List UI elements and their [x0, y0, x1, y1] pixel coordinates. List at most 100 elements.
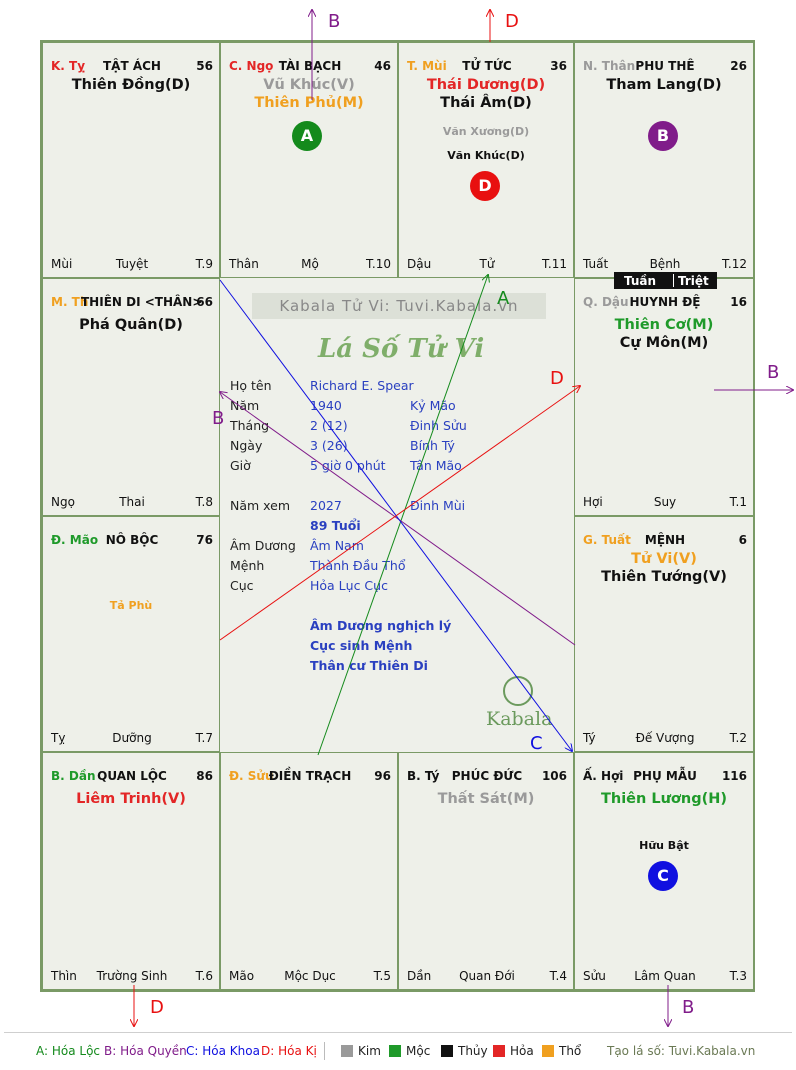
- palace-stage: Thai: [119, 495, 145, 509]
- label-am-duong: Âm Dương: [230, 538, 296, 553]
- palace-branch: Hợi: [583, 495, 603, 509]
- palace-month: T.5: [373, 969, 391, 983]
- palace-footer: Mão Mộc Dục T.5: [229, 969, 391, 983]
- legend-hoa: Hỏa: [510, 1044, 534, 1058]
- palace-branch: Mùi: [51, 257, 73, 271]
- legend-divider: [4, 1032, 792, 1033]
- palace-code: M. Th: [51, 295, 89, 309]
- palace-cell: N. Thân PHU THÊ 26 Tuất Bệnh T.12 Tham Lang(D): [574, 42, 754, 278]
- star-name: Thái Dương(D): [426, 77, 546, 93]
- palace-header: B. Dần QUAN LỘC 86: [51, 769, 213, 783]
- star-name: Văn Khúc(D): [447, 149, 525, 162]
- marker-c-label: C: [657, 866, 669, 885]
- star-name: Phá Quân(D): [79, 317, 183, 333]
- label-cuc: Cục: [230, 578, 254, 593]
- palace-age: 96: [374, 769, 391, 783]
- star-name: Thiên Đồng(D): [71, 77, 191, 93]
- palace-cell: Đ. Mão NÔ BỘC 76 Tỵ Dưỡng T.7 Tả Phù: [42, 516, 220, 752]
- palace-header: C. Ngọ TÀI BẠCH 46: [229, 59, 391, 73]
- star-name: Văn Xương(D): [442, 125, 530, 138]
- palace-age: 36: [550, 59, 567, 73]
- palace-footer: Thìn Trường Sinh T.6: [51, 969, 213, 983]
- palace-footer: Tý Đế Vượng T.2: [583, 731, 747, 745]
- label-nam-xem: Năm xem: [230, 498, 291, 513]
- palace-month: T.7: [195, 731, 213, 745]
- palace-age: 116: [721, 769, 747, 783]
- label-menh: Mệnh: [230, 558, 265, 573]
- star-name: Thiên Tướng(V): [601, 569, 727, 585]
- value-am-duong: Âm Nam: [310, 538, 364, 553]
- palace-name: PHU THÊ: [635, 59, 695, 73]
- palace-age: 46: [374, 59, 391, 73]
- palace-cell: Q. Dậu HUYNH ĐỆ 16 Hợi Suy T.1 Thiên Cơ(M) Cự M…: [574, 278, 754, 516]
- palace-footer: Tỵ Dưỡng T.7: [51, 731, 213, 745]
- palace-cell: K. Tỵ TẬT ÁCH 56 Mùi Tuyệt T.9 Thiên Đồng(D): [42, 42, 220, 278]
- value-ho-ten: Richard E. Spear: [310, 378, 414, 393]
- star-name: Tham Lang(D): [606, 77, 722, 93]
- palace-branch: Tuất: [583, 257, 609, 271]
- legend-moc: Mộc: [406, 1044, 431, 1058]
- legend-thuy: Thủy: [458, 1044, 488, 1058]
- legend-hoa-loc: A: Hóa Lộc: [36, 1044, 101, 1058]
- label-thang: Tháng: [230, 418, 270, 433]
- palace-code: K. Tỵ: [51, 59, 86, 73]
- swatch-moc: [389, 1045, 401, 1057]
- star-name: Tử Vi(V): [631, 551, 697, 567]
- palace-footer: Dậu Tử T.11: [407, 257, 567, 271]
- marker-d-circle: D: [470, 171, 500, 201]
- value-thang: 2 (12): [310, 418, 348, 433]
- star-name: Tả Phù: [109, 599, 153, 612]
- palace-header: Q. Dậu HUYNH ĐỆ 16: [583, 295, 747, 309]
- arrow-label-top-d: D: [505, 11, 519, 32]
- palace-name: PHỤ MẪU: [633, 769, 697, 783]
- palace-header: Đ. Mão NÔ BỘC 76: [51, 533, 213, 547]
- line-label-b: B: [212, 408, 225, 429]
- palace-header: M. Th THIÊN DI <THÂN> 66: [51, 295, 213, 309]
- value-gio: 5 giờ 0 phút: [310, 458, 386, 473]
- palace-age: 16: [730, 295, 747, 309]
- palace-code: Đ. Mão: [51, 533, 99, 547]
- palace-name: NÔ BỘC: [105, 533, 159, 547]
- palace-stage: Tuyệt: [115, 257, 149, 271]
- palace-name: QUAN LỘC: [97, 769, 167, 783]
- palace-code: Q. Dậu: [583, 295, 629, 309]
- kabala-tree-icon: [503, 676, 533, 706]
- note-cuc-sinh-menh: Cục sinh Mệnh: [310, 638, 413, 653]
- palace-age: 76: [196, 533, 213, 547]
- palace-name: THIÊN DI <THÂN>: [81, 295, 203, 309]
- value-ngay-can: Bính Tý: [410, 438, 455, 453]
- palace-name: TÀI BẠCH: [278, 59, 342, 73]
- marker-c-circle: C: [648, 861, 678, 891]
- legend-site-link[interactable]: Tạo lá số: Tuvi.Kabala.vn: [607, 1044, 756, 1058]
- swatch-kim: [341, 1045, 353, 1057]
- value-nam-xem: 2027: [310, 498, 342, 513]
- line-label-a: A: [497, 288, 510, 309]
- palace-code: Ấ. Hợi: [583, 769, 624, 783]
- star-name: Thiên Cơ(M): [614, 317, 714, 333]
- star-name: Vũ Khúc(V): [263, 77, 355, 93]
- star-name: Hữu Bật: [639, 839, 689, 852]
- palace-stage: Lâm Quan: [634, 969, 696, 983]
- tuan-label: Tuần: [624, 274, 657, 288]
- arrow-label-bottom-b: B: [682, 997, 695, 1018]
- legend-hoa-ki: D: Hóa Kị: [261, 1044, 317, 1058]
- star-name: Thái Âm(D): [440, 95, 532, 111]
- tuan-triet-badge: Tuần Triệt: [614, 272, 717, 289]
- palace-code: T. Mùi: [407, 59, 447, 73]
- palace-stage: Đế Vượng: [635, 731, 695, 745]
- marker-d-label: D: [478, 176, 492, 195]
- label-ngay: Ngày: [230, 438, 263, 453]
- star-name: Cự Môn(M): [619, 335, 709, 351]
- palace-footer: Tuất Bệnh T.12: [583, 257, 747, 271]
- value-nam-can: Kỷ Mão: [410, 398, 456, 413]
- palace-header: G. Tuất MỆNH 6: [583, 533, 747, 547]
- palace-cell: Đ. Sửu ĐIỀN TRẠCH 96 Mão Mộc Dục T.5: [220, 752, 398, 990]
- arrow-label-top-b: B: [328, 11, 341, 32]
- palace-footer: Hợi Suy T.1: [583, 495, 747, 509]
- legend-separator: [324, 1042, 325, 1060]
- palace-branch: Mão: [229, 969, 255, 983]
- marker-b-circle: B: [648, 121, 678, 151]
- palace-code: N. Thân: [583, 59, 636, 73]
- palace-month: T.9: [195, 257, 213, 271]
- palace-branch: Thân: [229, 257, 259, 271]
